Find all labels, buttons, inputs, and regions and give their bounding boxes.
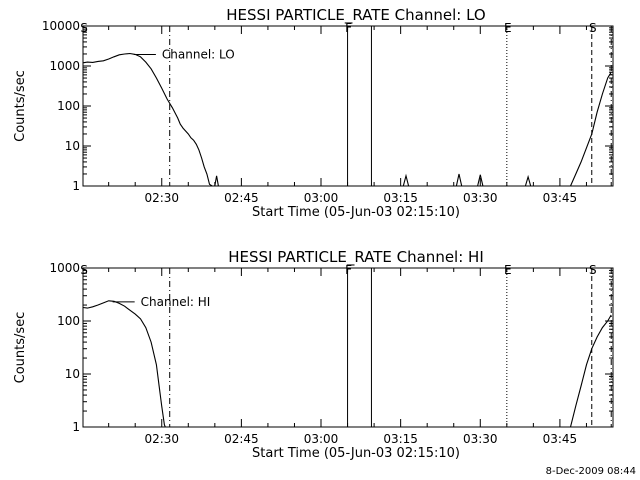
- chart-title: HESSI PARTICLE_RATE Channel: LO: [226, 6, 485, 25]
- event-marker-label: F: [345, 21, 352, 35]
- series-line: [402, 173, 410, 187]
- x-axis-label: Start Time (05-Jun-03 02:15:10): [252, 205, 460, 220]
- event-marker-label: F: [345, 263, 352, 277]
- y-axis-label: Counts/sec: [13, 312, 28, 384]
- y-tick-label: 100: [57, 99, 80, 113]
- event-marker-label: E: [504, 263, 512, 277]
- series-line: [82, 300, 613, 428]
- series-line: [569, 314, 612, 428]
- x-tick-label: 03:45: [543, 432, 578, 446]
- plot-frame: [82, 25, 614, 187]
- hi-channel-panel: HESSI PARTICLE_RATE Channel: HI 1 10 100 100…: [13, 248, 614, 461]
- series-line: [214, 175, 219, 187]
- chart-title: HESSI PARTICLE_RATE Channel: HI: [228, 248, 484, 267]
- y-tick-label: 1: [72, 420, 80, 434]
- x-tick-label: 03:00: [304, 432, 339, 446]
- event-marker-label: S: [80, 21, 88, 35]
- y-tick-label: 10: [65, 139, 80, 153]
- figure-date: 8-Dec-2009 08:44: [546, 466, 636, 477]
- y-tick-label: 10: [65, 367, 80, 381]
- series-line: [455, 173, 463, 187]
- y-tick-label: 1000: [49, 59, 80, 73]
- series-line: [524, 174, 532, 187]
- x-tick-label: 03:00: [304, 191, 339, 205]
- y-tick-label: 100: [57, 314, 80, 328]
- x-tick-label: 03:30: [463, 432, 498, 446]
- lo-channel-panel: HESSI PARTICLE_RATE Channel: LO 1 10 100 100…: [13, 6, 614, 220]
- x-axis-label: Start Time (05-Jun-03 02:15:10): [252, 446, 460, 461]
- x-tick-label: 02:45: [224, 432, 259, 446]
- y-axis-label: Counts/sec: [13, 70, 28, 142]
- event-marker-label: S: [589, 263, 597, 277]
- y-tick-label: 1: [72, 179, 80, 193]
- x-tick-label: 03:15: [383, 432, 418, 446]
- x-tick-label: 02:30: [144, 432, 179, 446]
- x-tick-label: 03:30: [463, 191, 498, 205]
- x-tick-label: 02:45: [224, 191, 259, 205]
- y-tick-label: 1000: [49, 261, 80, 275]
- x-tick-label: 03:45: [543, 191, 578, 205]
- plot-frame: [82, 267, 614, 428]
- event-marker-label: S: [80, 263, 88, 277]
- x-tick-label: 02:30: [144, 191, 179, 205]
- x-tick-label: 03:15: [383, 191, 418, 205]
- series-label: Channel: HI: [141, 295, 211, 309]
- y-tick-label: 10000: [42, 19, 80, 33]
- series-line: [477, 174, 484, 187]
- event-marker-label: E: [504, 21, 512, 35]
- series-label: Channel: LO: [162, 48, 235, 62]
- event-marker-label: S: [589, 21, 597, 35]
- series-line: [569, 71, 612, 187]
- series-line: [82, 52, 613, 187]
